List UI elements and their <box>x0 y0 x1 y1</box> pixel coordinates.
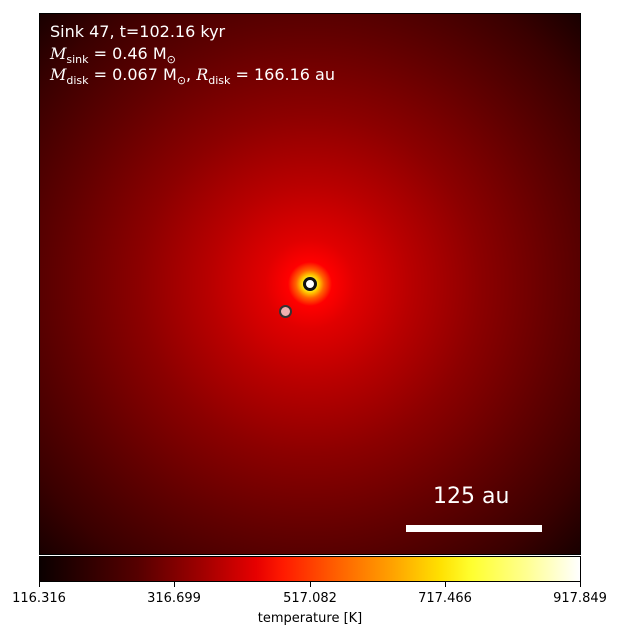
colorbar-tick <box>174 582 175 587</box>
sink-mass-symbol: M <box>50 44 67 63</box>
sink-mass-subscript: sink <box>66 53 89 67</box>
disk-radius-symbol: R <box>196 65 209 84</box>
primary-sink-marker <box>303 277 317 291</box>
sink-mass-value: = 0.46 M <box>88 44 167 63</box>
colorbar-label: temperature [K] <box>257 611 363 626</box>
colorbar-tick-label: 316.699 <box>147 591 201 606</box>
temperature-map: Sink 47, t=102.16 kyr Msink = 0.46 M⊙ Md… <box>39 13 581 555</box>
disk-mass-subscript: disk <box>66 74 89 88</box>
disk-mass-value: = 0.067 M <box>88 65 177 84</box>
colorbar <box>39 556 581 582</box>
secondary-sink-marker <box>279 305 292 318</box>
colorbar-tick <box>39 582 40 587</box>
colorbar-tick-label: 717.466 <box>418 591 472 606</box>
sink-title: Sink 47, t=102.16 kyr <box>50 22 226 41</box>
colorbar-tick <box>580 582 581 587</box>
colorbar-tick-label: 116.316 <box>12 591 66 606</box>
disk-mass-symbol: M <box>50 65 67 84</box>
scale-bar-label: 125 au <box>433 484 510 509</box>
disk-radius-subscript: disk <box>208 74 231 88</box>
sun-symbol: ⊙ <box>176 74 187 88</box>
colorbar-tick-label: 917.849 <box>553 591 607 606</box>
colorbar-tick <box>445 582 446 587</box>
sink-mass-text: Msink = 0.46 M⊙ <box>50 44 176 66</box>
colorbar-tick <box>310 582 311 587</box>
scale-bar <box>406 525 542 532</box>
separator: , <box>186 65 197 84</box>
colorbar-tick-label: 517.082 <box>283 591 337 606</box>
sun-symbol: ⊙ <box>166 53 176 67</box>
disk-properties-text: Mdisk = 0.067 M⊙, Rdisk = 166.16 au <box>50 65 335 87</box>
disk-radius-value: = 166.16 au <box>230 65 335 84</box>
